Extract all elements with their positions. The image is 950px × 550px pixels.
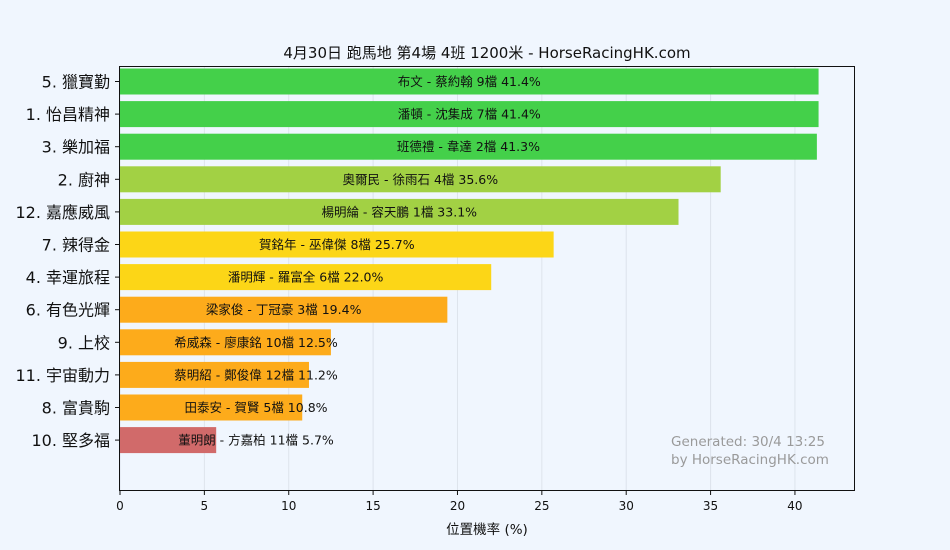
bar-label: 潘頓 - 沈集成 7檔 41.4% bbox=[398, 107, 541, 122]
x-ticks: 0 5 10 15 20 25 30 35 40 bbox=[116, 490, 803, 513]
bar bbox=[120, 394, 303, 421]
watermark-site: by HorseRacingHK.com bbox=[671, 452, 829, 468]
bar-label: 董明朗 - 方嘉柏 11檔 5.7% bbox=[178, 433, 334, 448]
y-category-label: 10. 堅多福 bbox=[31, 431, 110, 450]
chart-title: 4月30日 跑馬地 第4場 4班 1200米 - HorseRacingHK.c… bbox=[283, 44, 690, 62]
bar-labels: 布文 - 蔡約翰 9檔 41.4% 潘頓 - 沈集成 7檔 41.4% 班德禮 - … bbox=[174, 74, 541, 448]
bar-label: 楊明綸 - 容天鵬 1檔 33.1% bbox=[321, 204, 477, 219]
bar bbox=[120, 133, 817, 160]
y-category-label: 4. 幸運旅程 bbox=[26, 268, 110, 287]
watermark-generated: Generated: 30/4 13:25 bbox=[671, 434, 825, 450]
bar bbox=[120, 264, 492, 291]
bar bbox=[120, 296, 448, 323]
y-category-label: 8. 富貴駒 bbox=[42, 399, 110, 418]
x-tick-label: 5 bbox=[201, 499, 209, 513]
bar-label: 田泰安 - 賀賢 5檔 10.8% bbox=[184, 400, 327, 415]
x-tick-label: 15 bbox=[365, 499, 380, 513]
x-axis-label: 位置機率 (%) bbox=[446, 521, 528, 538]
bar-label: 班德禮 - 韋達 2檔 41.3% bbox=[397, 139, 540, 154]
x-tick-label: 20 bbox=[450, 499, 465, 513]
y-category-label: 9. 上校 bbox=[58, 333, 110, 352]
bar bbox=[120, 166, 721, 193]
x-tick-label: 10 bbox=[281, 499, 296, 513]
bar bbox=[120, 198, 679, 225]
bar-label: 布文 - 蔡約翰 9檔 41.4% bbox=[398, 74, 541, 89]
bar bbox=[120, 361, 309, 388]
y-category-label: 12. 嘉應威風 bbox=[15, 203, 110, 222]
bar-label: 賀銘年 - 巫偉傑 8檔 25.7% bbox=[259, 237, 415, 252]
bar-label: 蔡明紹 - 鄭俊偉 12檔 11.2% bbox=[174, 367, 338, 382]
bar-label: 梁家俊 - 丁冠豪 3檔 19.4% bbox=[206, 302, 362, 317]
y-category-label: 3. 樂加福 bbox=[42, 138, 110, 157]
bar bbox=[120, 101, 819, 128]
bar-series bbox=[120, 68, 819, 454]
x-tick-label: 30 bbox=[619, 499, 634, 513]
bar-label: 奧爾民 - 徐雨石 4檔 35.6% bbox=[343, 172, 499, 187]
y-category-label: 2. 廚神 bbox=[58, 170, 110, 189]
bar bbox=[120, 329, 331, 356]
bar bbox=[120, 231, 554, 258]
y-tick-labels: 5. 獵寶勤 1. 怡昌精神 3. 樂加福 2. 廚神 12. 嘉應威風 7. 辣得金 4.… bbox=[15, 73, 120, 450]
y-category-label: 6. 有色光輝 bbox=[26, 301, 110, 320]
bar bbox=[120, 68, 819, 95]
plot-frame bbox=[119, 66, 855, 491]
y-category-label: 5. 獵寶勤 bbox=[42, 73, 110, 92]
bar-label: 潘明輝 - 羅富全 6檔 22.0% bbox=[228, 270, 384, 285]
bar-label: 希威森 - 廖康銘 10檔 12.5% bbox=[174, 335, 338, 350]
x-tick-label: 0 bbox=[116, 499, 124, 513]
bar bbox=[120, 427, 217, 454]
y-category-label: 11. 宇宙動力 bbox=[15, 366, 110, 385]
x-tick-label: 40 bbox=[787, 499, 802, 513]
y-category-label: 1. 怡昌精神 bbox=[26, 105, 110, 124]
x-tick-label: 35 bbox=[703, 499, 718, 513]
x-tick-label: 25 bbox=[534, 499, 549, 513]
y-category-label: 7. 辣得金 bbox=[42, 236, 110, 255]
